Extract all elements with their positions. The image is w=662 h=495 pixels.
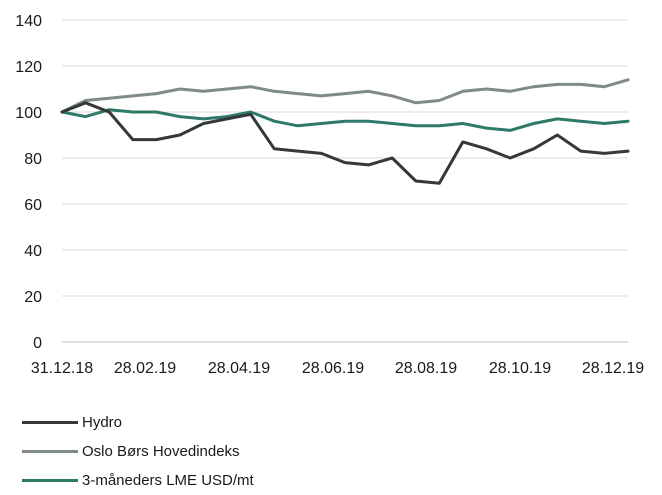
y-tick-label: 80	[24, 151, 42, 168]
x-tick-label: 28.06.19	[302, 360, 364, 377]
y-tick-label: 60	[24, 197, 42, 214]
x-tick-label: 28.04.19	[208, 360, 270, 377]
legend-label-hydro: Hydro	[82, 414, 123, 431]
line-chart: 0 20 40 60 80 100 120 140 31.12.18 28.02.19 28.04…	[15, 13, 644, 377]
y-tick-label: 20	[24, 289, 42, 306]
y-tick-label: 140	[15, 13, 42, 30]
x-axis-ticks: 31.12.18 28.02.19 28.04.19 28.06.19 28.08.19…	[31, 360, 644, 377]
legend-label-oslo-bors: Oslo Børs Hovedindeks	[82, 443, 240, 460]
legend-label-lme: 3-måneders LME USD/mt	[82, 472, 254, 489]
gridlines	[62, 19, 628, 343]
legend-swatch-hydro	[22, 421, 78, 424]
legend-swatch-lme	[22, 479, 78, 482]
series-line-hydro	[60, 101, 630, 185]
x-tick-label: 28.10.19	[489, 360, 551, 377]
x-tick-label: 28.02.19	[114, 360, 176, 377]
y-tick-label: 120	[15, 59, 42, 76]
legend: Hydro Oslo Børs Hovedindeks 3-måneders L…	[22, 408, 254, 495]
y-axis-ticks: 0 20 40 60 80 100 120 140	[15, 13, 42, 352]
series-lines	[60, 78, 630, 185]
legend-item-hydro: Hydro	[22, 408, 254, 437]
x-tick-label: 31.12.18	[31, 360, 93, 377]
x-tick-label: 28.12.19	[582, 360, 644, 377]
x-tick-label: 28.08.19	[395, 360, 457, 377]
series-line-oslo-bors	[60, 78, 630, 114]
y-tick-label: 0	[33, 335, 42, 352]
y-tick-label: 40	[24, 243, 42, 260]
series-line-lme	[60, 108, 630, 132]
legend-item-oslo-bors: Oslo Børs Hovedindeks	[22, 437, 254, 466]
legend-item-lme: 3-måneders LME USD/mt	[22, 466, 254, 495]
legend-swatch-oslo-bors	[22, 450, 78, 453]
y-tick-label: 100	[15, 105, 42, 122]
